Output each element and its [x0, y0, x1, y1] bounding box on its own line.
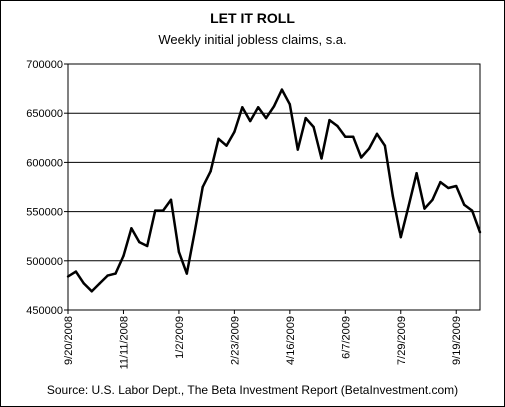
series-layer	[66, 88, 482, 293]
chart-subtitle: Weekly initial jobless claims, s.a.	[158, 32, 347, 47]
data-point	[122, 254, 125, 258]
data-point	[478, 231, 482, 234]
data-point	[233, 130, 236, 134]
chart-title: LET IT ROLL	[210, 10, 295, 26]
x-tick-label: 7/29/2009	[396, 316, 408, 365]
x-axis: 9/20/2008 11/11/2008 1/2/2009 2/23/2009 4/16…	[63, 310, 463, 369]
x-tick-label: 11/11/2008	[118, 316, 130, 369]
data-point	[114, 272, 117, 275]
data-point	[375, 132, 379, 136]
data-point	[241, 106, 244, 109]
data-point	[256, 106, 260, 109]
data-point	[74, 270, 78, 273]
y-axis: 700000 650000 600000 550000 500000 450000	[26, 59, 68, 317]
data-point	[138, 240, 141, 244]
data-point	[320, 157, 323, 160]
x-tick-label: 9/19/2009	[451, 316, 463, 365]
data-point	[90, 290, 93, 293]
data-point	[106, 274, 109, 277]
data-point	[352, 135, 355, 139]
gridlines	[67, 63, 481, 311]
data-point	[98, 282, 101, 285]
data-point	[312, 125, 315, 129]
data-point	[225, 144, 228, 147]
y-tick-label: 700000	[26, 59, 63, 71]
data-point	[217, 137, 220, 140]
data-point	[288, 103, 292, 106]
y-tick-label: 500000	[26, 256, 63, 268]
data-point	[130, 227, 133, 230]
data-point	[447, 186, 450, 190]
data-point	[407, 204, 410, 207]
data-point	[423, 207, 426, 210]
x-tick-label: 4/16/2009	[285, 316, 297, 365]
plot-area-border	[67, 63, 481, 311]
data-point	[415, 172, 418, 175]
y-tick-label: 650000	[26, 108, 63, 120]
y-tick-label: 450000	[26, 305, 63, 317]
data-point	[304, 116, 307, 120]
source-note: Source: U.S. Labor Dept., The Beta Inves…	[46, 383, 459, 397]
data-point	[66, 275, 70, 278]
data-point	[193, 230, 196, 233]
x-tick-label: 2/23/2009	[229, 316, 241, 365]
data-point	[209, 170, 212, 173]
data-point	[367, 147, 371, 150]
data-point	[359, 156, 363, 159]
x-tick-label: 9/20/2008	[63, 316, 75, 365]
data-point	[264, 116, 268, 120]
data-point	[328, 118, 331, 122]
data-point	[455, 184, 458, 188]
data-point	[82, 282, 86, 285]
data-point	[344, 135, 347, 139]
data-point	[169, 198, 173, 201]
data-point	[146, 244, 149, 248]
x-tick-label: 1/2/2009	[174, 316, 186, 359]
data-point	[280, 88, 284, 91]
data-point	[296, 148, 299, 151]
data-point	[399, 235, 402, 239]
data-point	[470, 209, 474, 212]
data-point	[177, 250, 181, 254]
data-point	[439, 180, 442, 184]
data-point	[201, 185, 204, 189]
data-point	[336, 124, 339, 128]
data-point	[185, 272, 189, 275]
data-point	[431, 198, 434, 201]
data-point	[391, 194, 395, 198]
data-point	[272, 105, 276, 108]
y-tick-label: 550000	[26, 207, 63, 219]
data-point	[153, 209, 157, 212]
y-tick-label: 600000	[26, 157, 63, 169]
data-point	[161, 209, 165, 212]
data-point	[249, 119, 252, 123]
x-tick-label: 6/7/2009	[340, 316, 352, 359]
data-point	[462, 203, 466, 206]
data-point	[383, 144, 387, 147]
